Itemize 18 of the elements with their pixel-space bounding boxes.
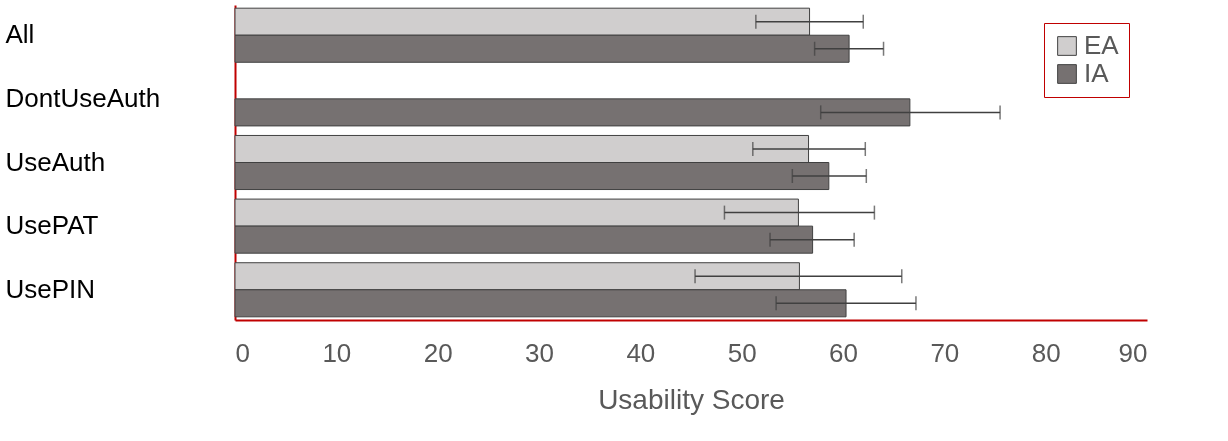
y-tick-label: All — [5, 19, 35, 50]
x-tick-label: 80 — [1031, 337, 1061, 368]
y-tick-label: DontUseAuth — [5, 82, 161, 113]
x-tick-label: 20 — [423, 337, 453, 368]
y-tick-label: UseAuth — [5, 146, 106, 177]
legend-label: EA — [1084, 30, 1120, 60]
x-tick-label: 30 — [525, 337, 554, 368]
y-tick-label: UsePAT — [5, 210, 99, 241]
x-tick-label: 70 — [930, 337, 960, 368]
x-tick-label: 0 — [235, 337, 250, 368]
x-tick-label: 10 — [322, 337, 352, 368]
legend-label: IA — [1084, 58, 1110, 88]
x-tick-label: 50 — [727, 337, 757, 368]
y-tick-label: UsePIN — [5, 273, 96, 304]
x-tick-label: 40 — [626, 337, 656, 368]
x-tick-label: 90 — [1118, 337, 1148, 368]
x-axis-title: Usability Score — [598, 383, 785, 415]
x-tick-label: 60 — [829, 337, 858, 368]
